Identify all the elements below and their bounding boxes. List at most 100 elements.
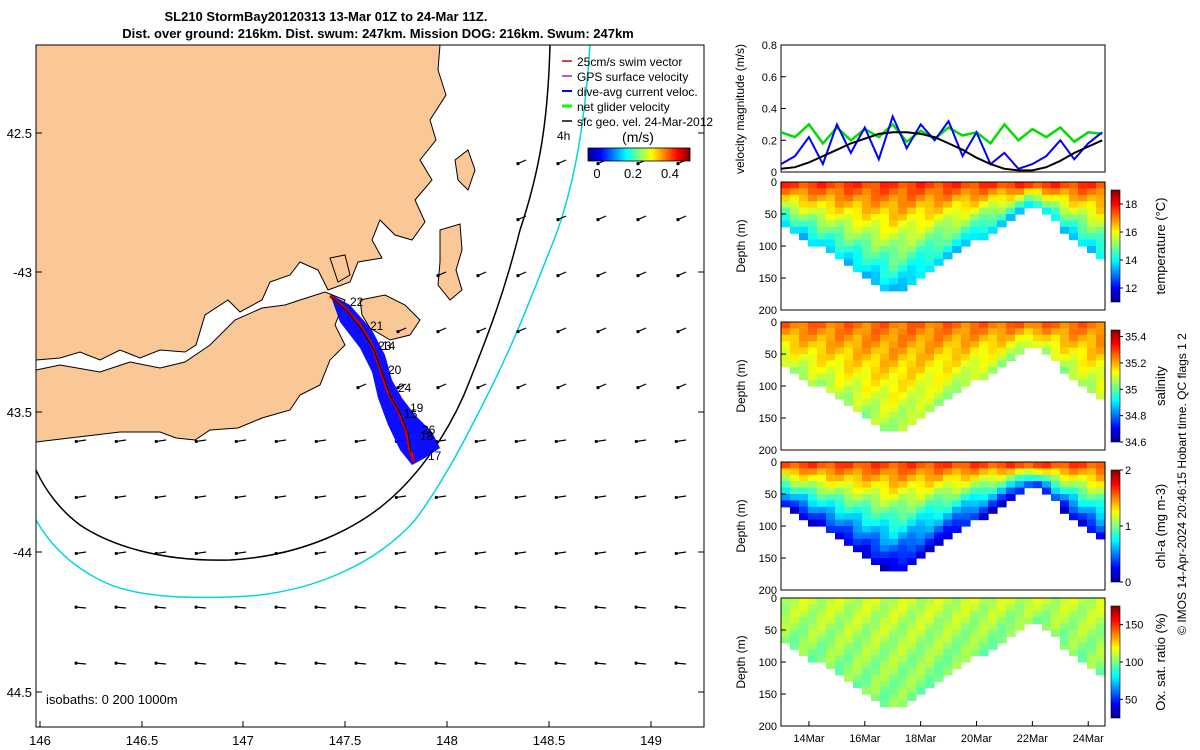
velocity-y-tick-label: 0.2 (762, 135, 777, 147)
section-cell (916, 239, 926, 247)
section-cell (997, 194, 1007, 202)
section-cell (799, 220, 809, 228)
velocity-arrow-head (394, 551, 398, 556)
section-cell (1078, 328, 1088, 336)
section-cell (943, 386, 953, 393)
section-cell (835, 328, 845, 336)
section-cell (889, 558, 899, 565)
section-cell (970, 494, 980, 501)
section-cell (853, 220, 863, 228)
section-cell (889, 700, 899, 708)
section-cell (889, 500, 899, 508)
section-cell (1042, 468, 1052, 476)
section-cell (835, 636, 845, 644)
section-y-tick-label: 200 (759, 445, 777, 457)
section-cell (979, 334, 989, 342)
section-cell (880, 201, 890, 209)
section-cell (880, 373, 890, 381)
section-cell (1060, 617, 1070, 625)
map-x-tick-label: 146.5 (126, 733, 159, 748)
section-cell (1096, 246, 1106, 253)
section-cell (952, 649, 962, 657)
section-cell (925, 617, 935, 625)
section-cell (871, 462, 881, 469)
section-cell (790, 194, 800, 202)
section-cell (916, 598, 926, 605)
section-cell (790, 487, 800, 495)
section-cell (997, 630, 1007, 637)
section-cell (907, 265, 917, 273)
section-cell (862, 366, 872, 374)
section-cell (925, 220, 935, 228)
section-cell (1060, 462, 1070, 469)
section-cell (934, 226, 944, 234)
section-cell (880, 687, 890, 695)
section-cell (1078, 379, 1088, 387)
section-cell (898, 674, 908, 682)
velocity-arrow (436, 495, 447, 499)
section-cell (880, 258, 890, 266)
velocity-arrow (436, 606, 447, 609)
section-cell (853, 526, 863, 533)
section-cell (961, 649, 971, 657)
section-cell (853, 494, 863, 501)
section-cell (1051, 481, 1061, 489)
section-cell (1087, 462, 1097, 469)
velocity-arrow-head (154, 661, 158, 665)
section-cell (943, 328, 953, 336)
legend-gps-velocity: GPS surface velocity (577, 70, 688, 84)
section-cell (979, 494, 989, 501)
section-cell (1006, 322, 1016, 329)
section-cell (844, 500, 854, 508)
section-cell (952, 617, 962, 625)
section-cell (880, 558, 890, 565)
section-cell (871, 481, 881, 489)
section-cell (835, 519, 845, 527)
section-cell (979, 328, 989, 336)
section-cell (952, 519, 962, 527)
day-label: 17 (428, 449, 442, 463)
section-cell (1006, 630, 1016, 637)
section-cell (880, 252, 890, 260)
section-cell (880, 604, 890, 612)
section-cell (979, 360, 989, 368)
section-cell (826, 623, 836, 631)
section-cell (961, 354, 971, 361)
section-cell (907, 322, 917, 329)
section-cell (943, 207, 953, 215)
section-cell (1060, 360, 1070, 368)
section-cell (1096, 630, 1106, 637)
section-cell (790, 214, 800, 221)
section-cell (1078, 617, 1088, 625)
section-cell (907, 474, 917, 482)
section-cell (1078, 354, 1088, 361)
section-cell (934, 487, 944, 495)
section-cell (916, 220, 926, 228)
velocity-arrow-head (474, 551, 478, 556)
section-cell (880, 398, 890, 406)
section-cell (781, 207, 791, 215)
section-cell (1060, 214, 1070, 221)
velocity-arrow-head (154, 551, 158, 556)
section-cell (826, 220, 836, 228)
section-cell (862, 271, 872, 279)
velocity-arrow (236, 495, 247, 499)
section-cell (898, 392, 908, 400)
section-cell (1069, 226, 1079, 234)
section-cell (943, 668, 953, 676)
section-cell (907, 207, 917, 215)
velocity-arrow-head (676, 217, 680, 222)
velocity-arrow-head (74, 439, 78, 444)
section-cell (1051, 347, 1061, 355)
section-cell (916, 386, 926, 393)
section-cell (862, 662, 872, 669)
section-cell (943, 220, 953, 228)
section-cell (862, 328, 872, 336)
section-cell (970, 354, 980, 361)
section-cell (1060, 366, 1070, 374)
section-cell (1015, 468, 1025, 476)
section-cell (934, 207, 944, 215)
section-cell (988, 201, 998, 209)
section-cell (835, 386, 845, 393)
